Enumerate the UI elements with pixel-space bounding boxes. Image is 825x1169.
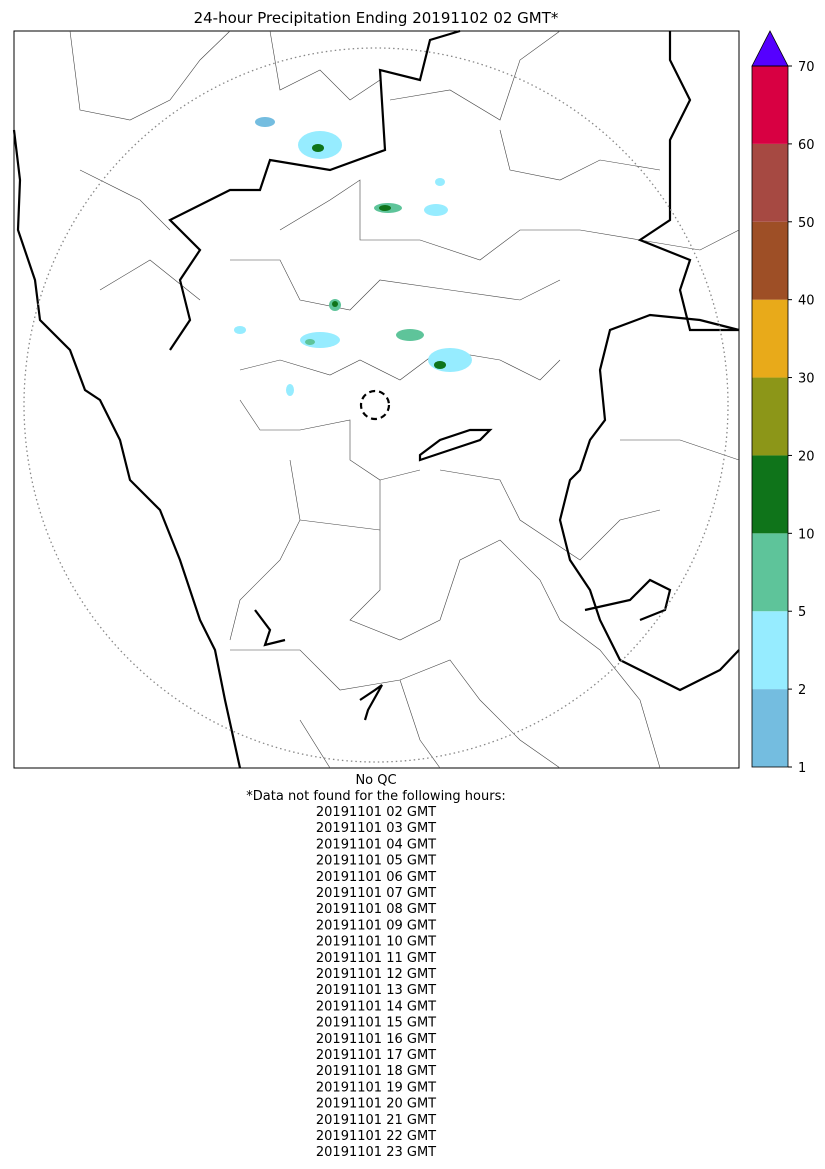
colorbar-tick-label: 1 xyxy=(798,761,806,776)
map-frame xyxy=(13,30,740,769)
missing-hour: 20191101 16 GMT xyxy=(316,1032,436,1047)
missing-hour: 20191101 18 GMT xyxy=(316,1064,436,1079)
colorbar-tick-label: 2 xyxy=(798,683,806,698)
colorbar-tick-label: 20 xyxy=(798,449,815,464)
colorbar-tick-label: 30 xyxy=(798,372,815,387)
colorbar-tick-label: 70 xyxy=(798,60,815,75)
missing-hour: 20191101 07 GMT xyxy=(316,886,436,901)
missing-hour: 20191101 09 GMT xyxy=(316,918,436,933)
map-title: 24-hour Precipitation Ending 20191102 02… xyxy=(194,9,559,27)
missing-hour: 20191101 22 GMT xyxy=(316,1129,436,1144)
colorbar-frame xyxy=(751,65,789,768)
missing-hour: 20191101 06 GMT xyxy=(316,870,436,885)
colorbar-tick-label: 60 xyxy=(798,138,815,153)
missing-hour: 20191101 10 GMT xyxy=(316,935,436,950)
missing-hour: 20191101 11 GMT xyxy=(316,951,436,966)
colorbar-segment xyxy=(752,377,788,456)
missing-hour: 20191101 02 GMT xyxy=(316,805,436,820)
missing-hour: 20191101 20 GMT xyxy=(316,1097,436,1112)
missing-hour: 20191101 15 GMT xyxy=(316,1016,436,1031)
colorbar-extend xyxy=(751,30,789,67)
colorbar: 1 2 5 10 20 30 40 50 60 70 xyxy=(751,30,815,776)
map xyxy=(12,29,740,769)
missing-hour: 20191101 19 GMT xyxy=(316,1080,436,1095)
missing-hour: 20191101 12 GMT xyxy=(316,967,436,982)
qc-note: No QC xyxy=(355,773,396,788)
missing-hour: 20191101 14 GMT xyxy=(316,999,436,1014)
missing-hour: 20191101 04 GMT xyxy=(316,837,436,852)
missing-header: *Data not found for the following hours: xyxy=(246,789,505,804)
colorbar-tick-label: 10 xyxy=(798,527,815,542)
missing-hour: 20191101 13 GMT xyxy=(316,983,436,998)
colorbar-segment xyxy=(752,611,788,690)
radar-range xyxy=(23,47,729,763)
colorbar-segment xyxy=(752,299,788,378)
colorbar-segment xyxy=(752,66,788,144)
colorbar-segment xyxy=(752,221,788,300)
colorbar-tick-label: 40 xyxy=(798,294,815,309)
missing-hour: 20191101 08 GMT xyxy=(316,902,436,917)
missing-hour: 20191101 17 GMT xyxy=(316,1048,436,1063)
missing-hour: 20191101 21 GMT xyxy=(316,1113,436,1128)
colorbar-segment xyxy=(752,455,788,534)
colorbar-tick-label: 5 xyxy=(798,605,806,620)
colorbar-tick-label: 50 xyxy=(798,216,815,231)
missing-hour: 20191101 05 GMT xyxy=(316,854,436,869)
state-borders xyxy=(12,29,740,769)
colorbar-segment xyxy=(752,143,788,222)
precipitation xyxy=(234,117,472,396)
district-borders xyxy=(69,30,740,769)
missing-hour: 20191101 03 GMT xyxy=(316,821,436,836)
colorbar-segment xyxy=(752,533,788,612)
notes: No QC *Data not found for the following … xyxy=(246,773,505,1160)
radar-site xyxy=(359,389,391,421)
missing-hour: 20191101 23 GMT xyxy=(316,1145,436,1160)
colorbar-segment xyxy=(752,689,788,767)
